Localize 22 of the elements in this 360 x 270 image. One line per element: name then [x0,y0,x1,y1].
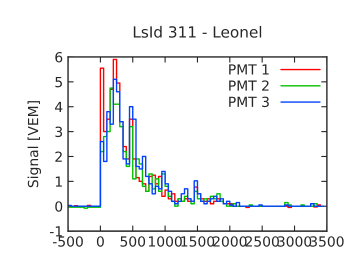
y-tick-label: 4 [55,102,62,112]
y-tick-label: 3 [55,126,62,138]
y-tick-label: 2 [55,151,62,162]
x-tick-label: 500 [120,236,146,247]
y-tick-label: 0 [55,201,62,212]
chart-title: LsId 311 - Leonel [134,26,262,38]
legend-label: PMT 2 [229,80,269,91]
x-tick-label: 2000 [213,236,247,247]
legend-label: PMT 3 [229,96,269,108]
y-tick-label: 5 [55,77,62,88]
x-tick-label: 2500 [246,236,279,247]
y-tick-label: 1 [56,176,62,187]
y-tick-label: 6 [55,52,62,62]
x-tick-label: 1000 [148,236,182,247]
x-tick-label: 0 [96,236,104,247]
x-tick-label: -500 [52,236,83,247]
y-tick-label: -1 [50,226,62,236]
x-tick-label: 3000 [278,236,312,247]
y-axis-title: Signal [VEM] [28,101,41,188]
legend-label: PMT 1 [229,64,269,74]
x-tick-label: 1500 [181,236,214,247]
x-tick-label: 3500 [310,236,344,247]
